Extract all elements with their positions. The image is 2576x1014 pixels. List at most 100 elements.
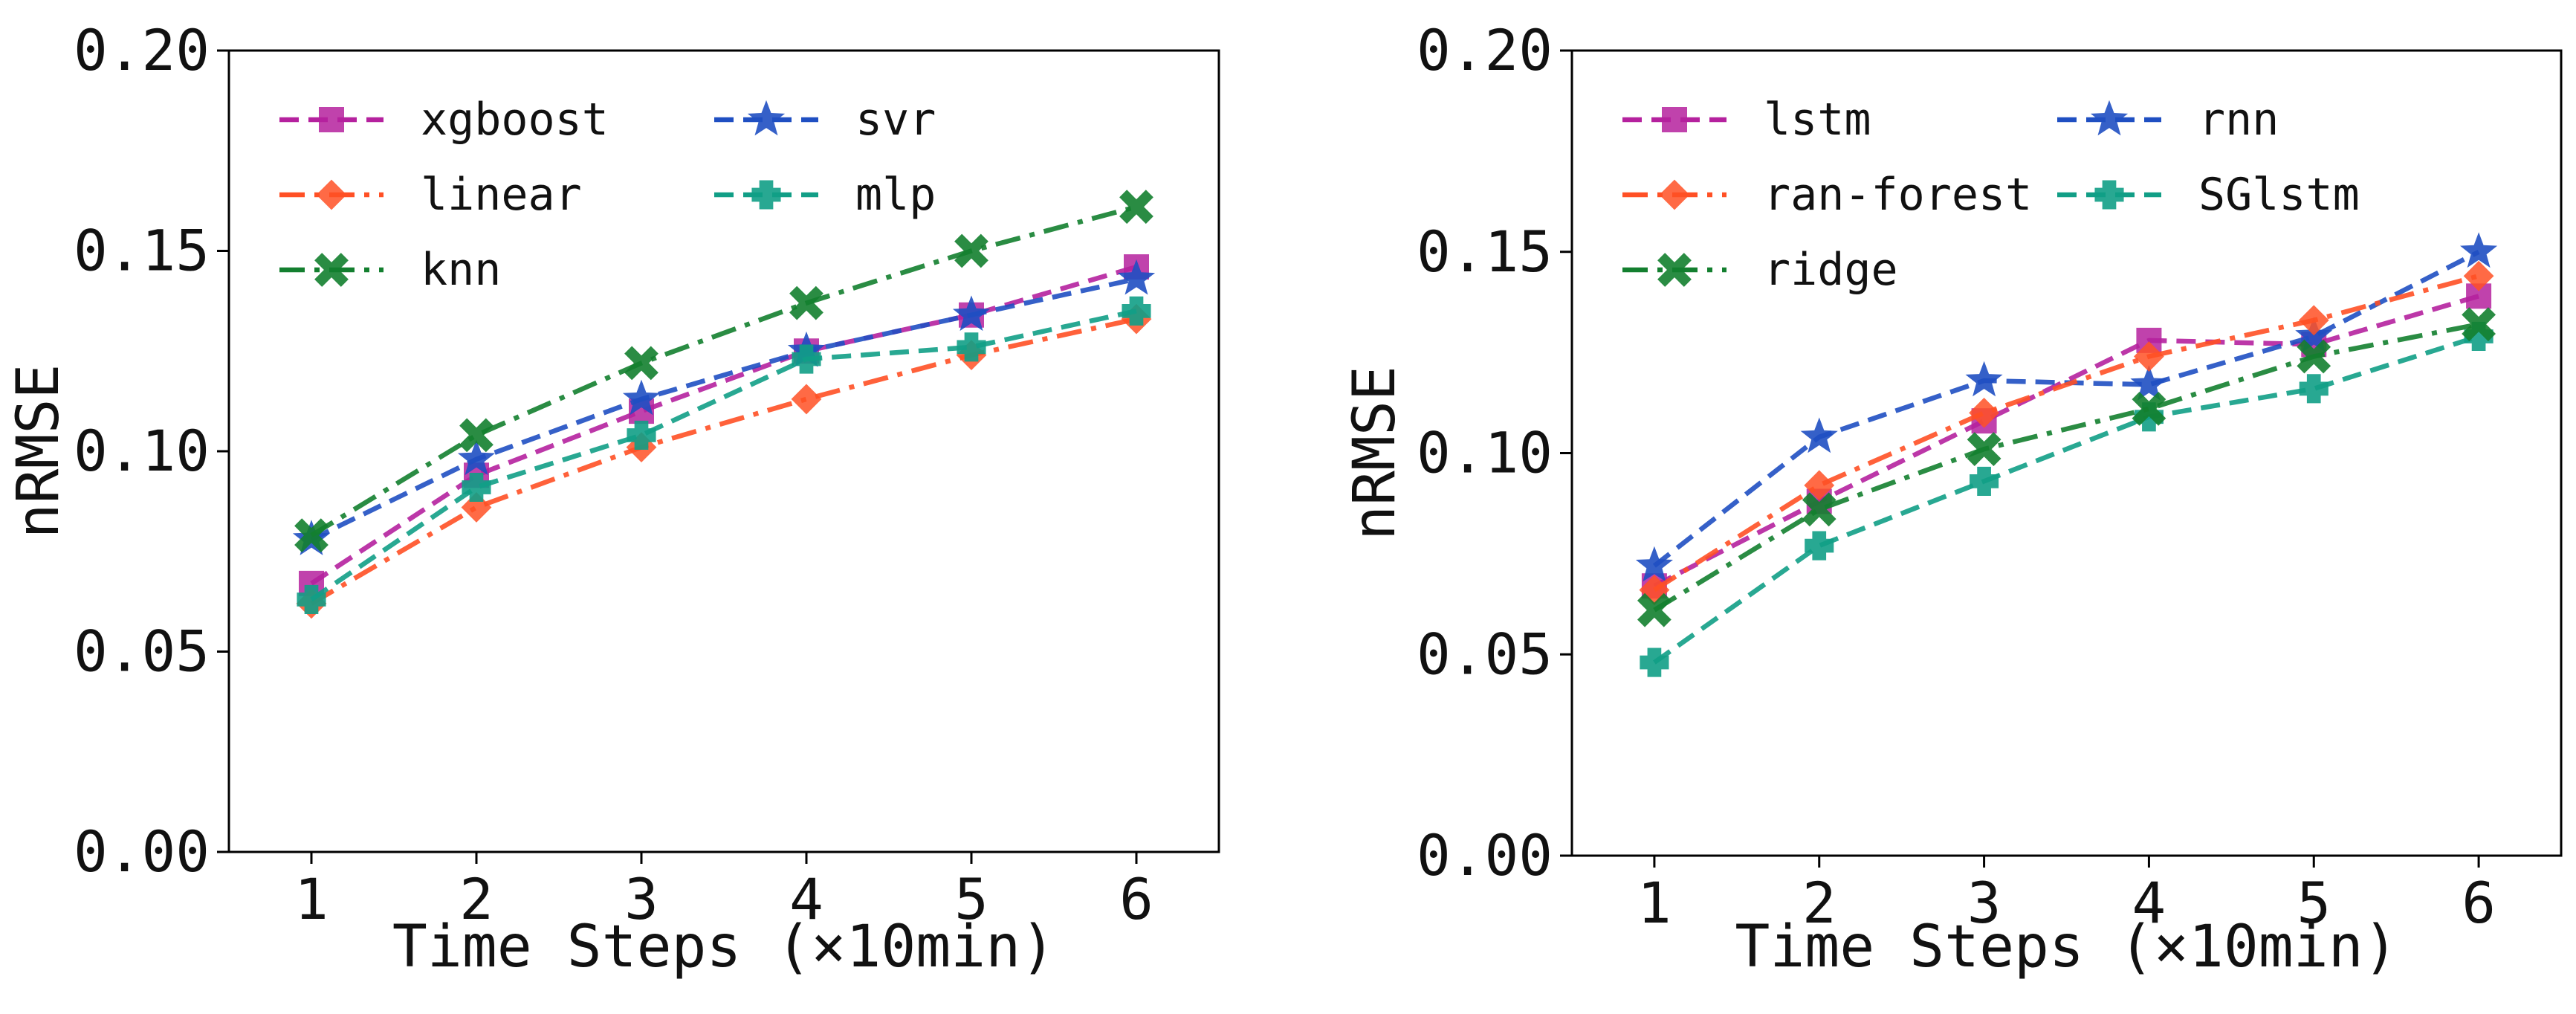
data-point [624,346,658,381]
y-tick-label: 0.20 [1417,17,1553,83]
data-point [1122,296,1151,326]
legend-label: SGlstm [2198,169,2360,221]
data-point [627,420,656,450]
series-ridge [1637,307,2496,627]
data-point [1970,466,1999,496]
series-linear [296,303,1152,619]
data-point [2134,402,2164,432]
y-tick-label: 0.05 [1417,621,1553,687]
data-point [1119,190,1153,225]
x-tick-label: 5 [2297,870,2331,936]
data-point [2134,341,2164,372]
legend-item-mlp: mlp [714,169,936,221]
legend-label: linear [421,169,582,221]
legend-label: lstm [1764,94,1871,146]
y-tick-label: 0.10 [1417,420,1553,486]
legend: xgboost svr linear mlp knn [279,94,936,296]
series-line [310,204,1137,537]
data-point [461,492,492,523]
legend-item-ran-forest: ran-forest [1622,169,2032,221]
legend-marker [314,253,349,287]
x-axis-label: Time Steps (×10min) [1735,914,2398,981]
series-ran-forest [1639,260,2494,606]
plot-frame [1570,49,2563,857]
data-point [1635,546,1673,582]
data-point [1802,492,1836,527]
y-tick-label: 0.00 [74,818,210,885]
legend-item-lstm: lstm [1622,94,1871,146]
legend-marker [319,107,344,132]
data-point [2297,339,2331,374]
x-tick-label: 1 [1637,870,1672,936]
data-point [792,344,821,374]
y-tick-label: 0.10 [74,418,210,484]
legend-item-knn: knn [279,244,501,296]
x-tick-label: 4 [789,866,823,932]
legend-item-xgboost: xgboost [279,94,609,146]
data-point [1969,397,1999,428]
data-point [2299,374,2329,404]
y-axis-label: nRMSE [5,364,72,539]
legend-marker [747,100,786,136]
y-tick-label: 0.05 [74,619,210,685]
y-tick-label: 0.20 [74,17,210,83]
legend-item-sglstm: SGlstm [2057,169,2360,221]
plot-frame [227,49,1220,853]
data-point [2462,307,2496,342]
series-mlp [297,296,1151,614]
data-point [457,439,496,476]
legend-marker [751,180,781,210]
legend-label: xgboost [421,94,609,146]
data-point [1800,417,1838,453]
x-tick-label: 3 [1967,870,2001,936]
series-line [310,316,1137,606]
data-point [957,332,986,362]
x-tick-label: 1 [294,866,329,932]
data-point [622,379,661,416]
data-point [1805,531,1834,561]
series-lstm [1641,283,2492,599]
series-line [310,309,1137,602]
series-line [310,277,1137,542]
y-tick-label: 0.15 [1417,219,1553,285]
legend-item-linear: linear [279,169,582,221]
data-point [294,518,329,553]
data-point [297,584,326,614]
series-line [1652,249,2480,568]
legend-item-ridge: ridge [1622,244,1898,296]
legend-marker [1659,179,1690,210]
x-axis-label: Time Steps (×10min) [392,914,1055,981]
x-tick-label: 3 [624,866,658,932]
data-point [2463,260,2494,291]
y-tick-label: 0.15 [74,218,210,284]
chart-panel-1: 0.00 0.05 0.10 0.15 0.20 1 2 3 4 5 6 Time Steps (×1… [5,17,1220,981]
legend-item-rnn: rnn [2057,94,2279,146]
x-tick-label: 4 [2132,870,2166,936]
legend-label: ridge [1764,244,1898,296]
y-tick-label: 0.00 [1417,822,1553,888]
x-tick-label: 2 [459,866,493,932]
series-line [1653,322,2479,613]
data-point [2298,305,2329,336]
legend-label: knn [421,244,501,296]
data-point [789,285,823,320]
y-axis-label: nRMSE [1342,366,1408,540]
data-point [952,295,991,332]
x-tick-label: 6 [1119,866,1153,932]
data-point [462,472,491,503]
series-line [1653,274,2479,592]
data-point [1640,648,1669,677]
legend-label: svr [855,94,936,146]
series-knn [294,190,1153,553]
legend-marker [316,179,347,210]
legend: lstm rnn ran-forest SGlstm ridge [1622,94,2360,296]
data-point [459,418,493,453]
legend-marker [2094,180,2124,210]
legend-label: mlp [855,169,936,221]
data-point [2460,232,2498,268]
data-point [2130,365,2168,401]
data-point [954,233,988,268]
legend-label: ran-forest [1764,169,2032,221]
x-tick-label: 2 [1802,870,1836,936]
